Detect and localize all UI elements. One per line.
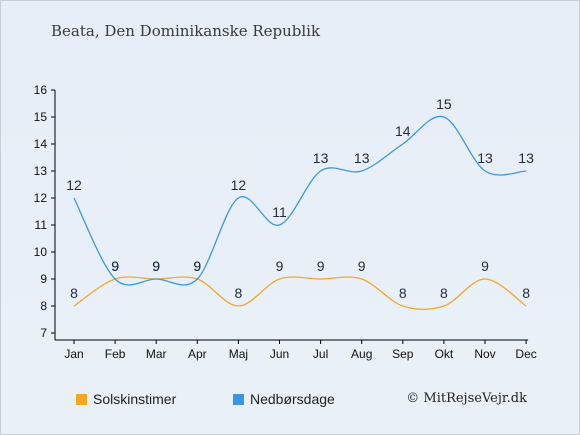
- y-tick-label: 7: [40, 326, 47, 340]
- x-tick-label: Apr: [188, 347, 207, 361]
- data-label-rain: 15: [436, 96, 452, 112]
- x-tick-label: Sep: [392, 347, 414, 361]
- y-tick-label: 15: [34, 110, 48, 124]
- data-label-rain: 13: [518, 150, 534, 166]
- legend-item-rain: Nedbørsdage: [233, 391, 335, 407]
- data-label-rain: 14: [395, 123, 411, 139]
- y-tick-label: 16: [34, 83, 48, 97]
- data-label-sun: 8: [440, 285, 448, 301]
- data-label-sun: 9: [276, 258, 284, 274]
- data-label-sun: 9: [358, 258, 366, 274]
- data-label-rain: 12: [231, 177, 247, 193]
- chart-title: Beata, Den Dominikanske Republik: [51, 22, 321, 40]
- legend-swatch-rain: [233, 393, 244, 405]
- legend-item-sun: Solskinstimer: [76, 391, 176, 407]
- data-label-sun: 8: [70, 285, 78, 301]
- data-label-rain: 9: [193, 258, 201, 274]
- legend-swatch-sun: [76, 393, 87, 405]
- legend-label-sun: Solskinstimer: [93, 391, 177, 407]
- x-tick-label: Maj: [229, 347, 248, 361]
- x-tick-label: Jul: [313, 347, 328, 361]
- data-label-rain: 13: [313, 150, 329, 166]
- data-label-sun: 9: [152, 258, 160, 274]
- data-label-rain: 13: [354, 150, 370, 166]
- y-tick-label: 9: [40, 272, 47, 286]
- y-tick-label: 12: [34, 191, 48, 205]
- data-label-sun: 8: [522, 285, 530, 301]
- x-tick-label: Jun: [270, 347, 289, 361]
- y-tick-label: 13: [34, 164, 48, 178]
- x-tick-label: Dec: [515, 347, 536, 361]
- y-tick-label: 11: [35, 218, 48, 232]
- data-label-sun: 8: [235, 285, 243, 301]
- y-tick-label: 14: [34, 137, 48, 151]
- data-label-rain: 12: [66, 177, 82, 193]
- data-label-sun: 9: [111, 258, 119, 274]
- x-tick-label: Aug: [351, 347, 372, 361]
- credit-text: © MitRejseVejr.dk: [406, 391, 527, 406]
- x-tick-label: Mar: [146, 347, 167, 361]
- data-label-sun: 9: [193, 258, 201, 274]
- y-tick-label: 10: [34, 245, 48, 259]
- x-tick-label: Jan: [64, 347, 83, 361]
- data-label-rain: 11: [272, 204, 287, 220]
- data-label-rain: 13: [477, 150, 493, 166]
- data-label-rain: 9: [152, 258, 160, 274]
- series-line-rain: [73, 115, 527, 286]
- x-tick-label: Nov: [474, 347, 495, 361]
- data-label-sun: 8: [399, 285, 407, 301]
- data-label-sun: 9: [317, 258, 325, 274]
- data-label-sun: 9: [481, 258, 489, 274]
- legend-label-rain: Nedbørsdage: [250, 391, 335, 407]
- y-tick-label: 8: [40, 299, 47, 313]
- x-tick-label: Okt: [435, 347, 454, 361]
- x-tick-label: Feb: [105, 347, 126, 361]
- data-label-rain: 9: [111, 258, 119, 274]
